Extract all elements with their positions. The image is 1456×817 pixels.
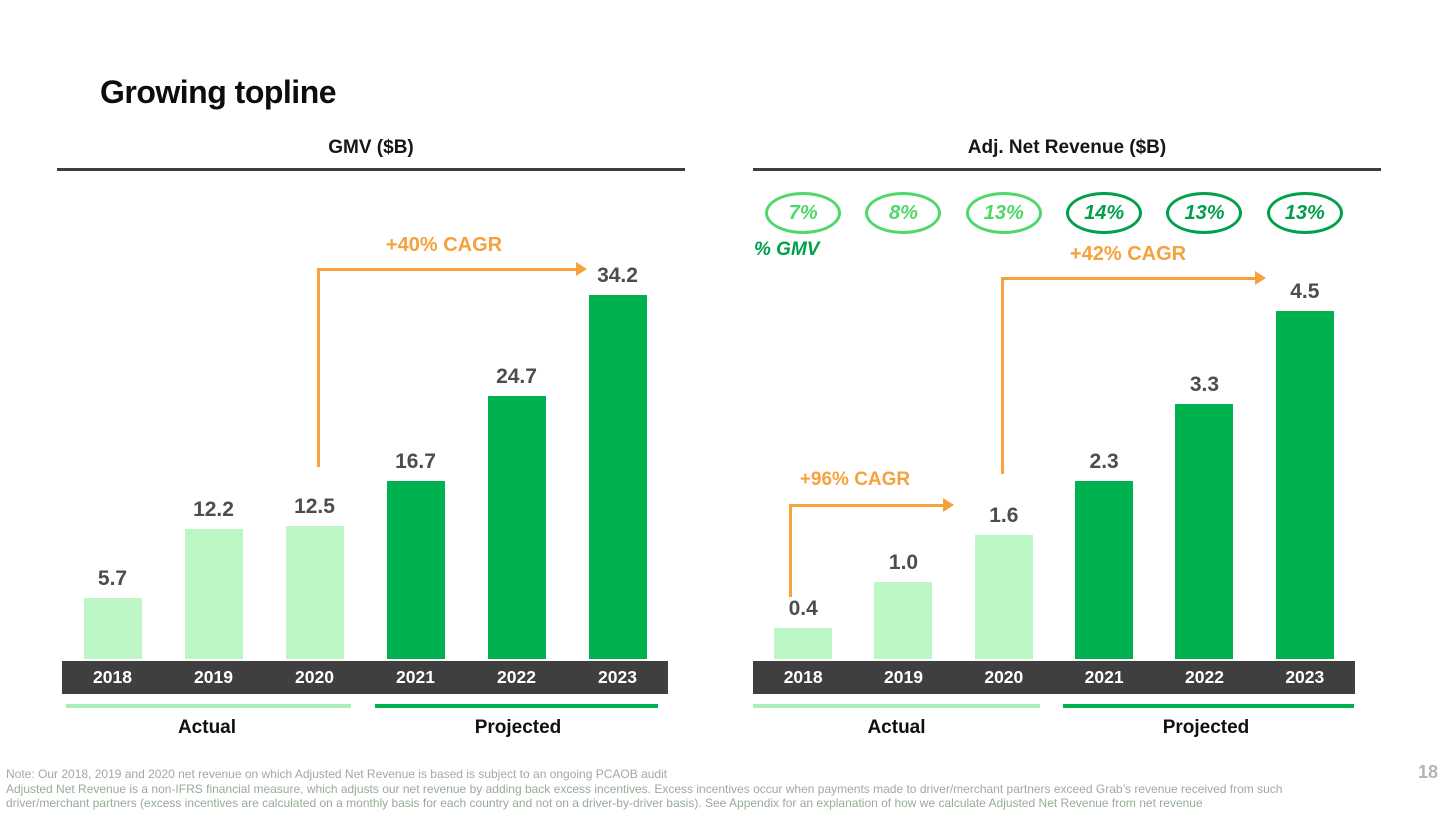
- bar-2020: [285, 526, 344, 659]
- gmv-cagr-label: +40% CAGR: [385, 234, 503, 256]
- bar-column: 24.7: [466, 365, 567, 659]
- pct-gmv-caption: % GMV: [754, 239, 820, 260]
- bar-column: 4.5: [1255, 280, 1355, 659]
- cagr-arrow-head: [576, 262, 587, 276]
- actual-label: Actual: [867, 717, 926, 738]
- gmv-title-rule: [57, 168, 685, 171]
- bar-value-label: 12.5: [294, 495, 335, 518]
- bar-column: 1.6: [954, 504, 1054, 659]
- bar-value-label: 34.2: [597, 264, 638, 287]
- bar-value-label: 5.7: [97, 567, 128, 590]
- bar-value-label: 3.3: [1189, 373, 1220, 396]
- actual-underline: [753, 704, 1040, 708]
- pct-gmv-badge: 13%: [965, 192, 1042, 234]
- axis-year-label: 2021: [1084, 667, 1124, 687]
- cagr-arrow-vertical: [317, 270, 320, 467]
- bar-value-label: 1.0: [888, 551, 919, 574]
- bar-value-label: 1.6: [989, 504, 1019, 527]
- slide-title: Growing topline: [100, 74, 337, 110]
- gmv-chart-title: GMV ($B): [328, 137, 414, 158]
- axis-year-label: 2019: [884, 667, 923, 687]
- page-number: 18: [1417, 762, 1438, 782]
- bar-column: 34.2: [567, 264, 668, 659]
- footnote-line: Note: Our 2018, 2019 and 2020 net revenu…: [6, 767, 668, 781]
- axis-year-label: 2020: [984, 667, 1024, 687]
- pct-gmv-cell: 7%: [753, 192, 853, 234]
- bar-2018: [774, 628, 833, 659]
- bar-2023: [1275, 311, 1334, 659]
- cagr42-arrow-head: [1255, 271, 1266, 285]
- bar-value-label: 2.3: [1089, 450, 1119, 473]
- bar-value-label: 12.2: [193, 498, 234, 521]
- bar-2019: [874, 582, 933, 659]
- bar-2023: [588, 295, 647, 659]
- axis-year-label: 2018: [783, 667, 823, 687]
- pct-gmv-badge: 13%: [1266, 192, 1343, 234]
- bar-2021: [386, 481, 445, 659]
- cagr96-arrow-vertical: [789, 504, 792, 597]
- pct-gmv-badge: 8%: [865, 192, 942, 234]
- pct-gmv-badge: 14%: [1066, 192, 1143, 234]
- footnote-line: driver/merchant partners (excess incenti…: [6, 796, 1203, 811]
- anr-bars: 0.4 1.0 1.6 2.3 3.3 4.5: [753, 235, 1355, 659]
- actual-underline: [66, 704, 351, 708]
- footnote: Note: Our 2018, 2019 and 2020 net revenu…: [6, 767, 1341, 811]
- gmv-year-axis: 2018 2019 2020 2021 2022 2023: [62, 661, 668, 694]
- anr-title-rule: [753, 168, 1381, 171]
- pct-gmv-badge: 7%: [765, 192, 842, 234]
- bar-value-label: 16.7: [395, 450, 436, 473]
- axis-year-label: 2018: [93, 667, 132, 687]
- gmv-bars: 5.7 12.2 12.5 16.7 24.7 34.2: [62, 235, 668, 659]
- bar-value-label: 0.4: [788, 597, 818, 620]
- cagr-arrow-horizontal: [317, 268, 579, 271]
- axis-year-label: 2023: [598, 667, 637, 687]
- projected-label: Projected: [1162, 717, 1250, 738]
- bar-column: 2.3: [1054, 450, 1154, 659]
- bar-2022: [487, 396, 546, 659]
- axis-year-label: 2022: [1185, 667, 1224, 687]
- bar-value-label: 24.7: [496, 365, 537, 388]
- anr-cagr96-label: +96% CAGR: [799, 469, 911, 490]
- bar-column: 12.2: [163, 498, 264, 659]
- projected-underline: [1063, 704, 1354, 708]
- anr-cagr42-label: +42% CAGR: [1069, 243, 1187, 265]
- bar-2018: [83, 598, 142, 659]
- anr-chart-title: Adj. Net Revenue ($B): [967, 137, 1167, 158]
- anr-year-axis: 2018 2019 2020 2021 2022 2023: [753, 661, 1355, 694]
- projected-label: Projected: [474, 717, 562, 738]
- bar-column: 5.7: [62, 567, 163, 659]
- actual-label: Actual: [177, 717, 237, 738]
- axis-year-label: 2019: [194, 667, 233, 687]
- bar-value-label: 4.5: [1290, 280, 1320, 303]
- axis-year-label: 2021: [396, 667, 435, 687]
- pct-gmv-cell: 8%: [853, 192, 953, 234]
- pct-gmv-cell: 13%: [954, 192, 1054, 234]
- gmv-chart: GMV ($B) 5.7 12.2 12.5 16.7 24.7 34.2 2018 201…: [57, 135, 685, 750]
- pct-gmv-cell: 13%: [1255, 192, 1355, 234]
- bar-column: 12.5: [264, 495, 365, 659]
- cagr96-arrow-head: [943, 498, 954, 512]
- bar-column: 1.0: [853, 551, 953, 659]
- cagr96-arrow-horizontal: [789, 504, 946, 507]
- footnote-line: Adjusted Net Revenue is a non-IFRS finan…: [6, 781, 1283, 796]
- projected-underline: [375, 704, 658, 708]
- bar-column: 0.4: [753, 597, 853, 659]
- axis-year-label: 2020: [295, 667, 334, 687]
- cagr42-arrow-horizontal: [1001, 277, 1258, 280]
- axis-year-label: 2023: [1285, 667, 1325, 687]
- pct-gmv-badges: 7% 8% 13% 14% 13% 13%: [753, 192, 1355, 234]
- pct-gmv-cell: 14%: [1054, 192, 1154, 234]
- adj-net-revenue-chart: Adj. Net Revenue ($B) 7% 8% 13% 14% 13% 13% %…: [753, 135, 1381, 750]
- pct-gmv-badge: 13%: [1166, 192, 1243, 234]
- bar-2021: [1075, 481, 1134, 659]
- bar-2022: [1175, 404, 1234, 659]
- cagr42-arrow-vertical: [1001, 277, 1004, 474]
- bar-column: 16.7: [365, 450, 466, 659]
- pct-gmv-cell: 13%: [1154, 192, 1254, 234]
- bar-column: 3.3: [1154, 373, 1254, 659]
- bar-2019: [184, 529, 243, 659]
- axis-year-label: 2022: [497, 667, 536, 687]
- bar-2020: [974, 535, 1033, 659]
